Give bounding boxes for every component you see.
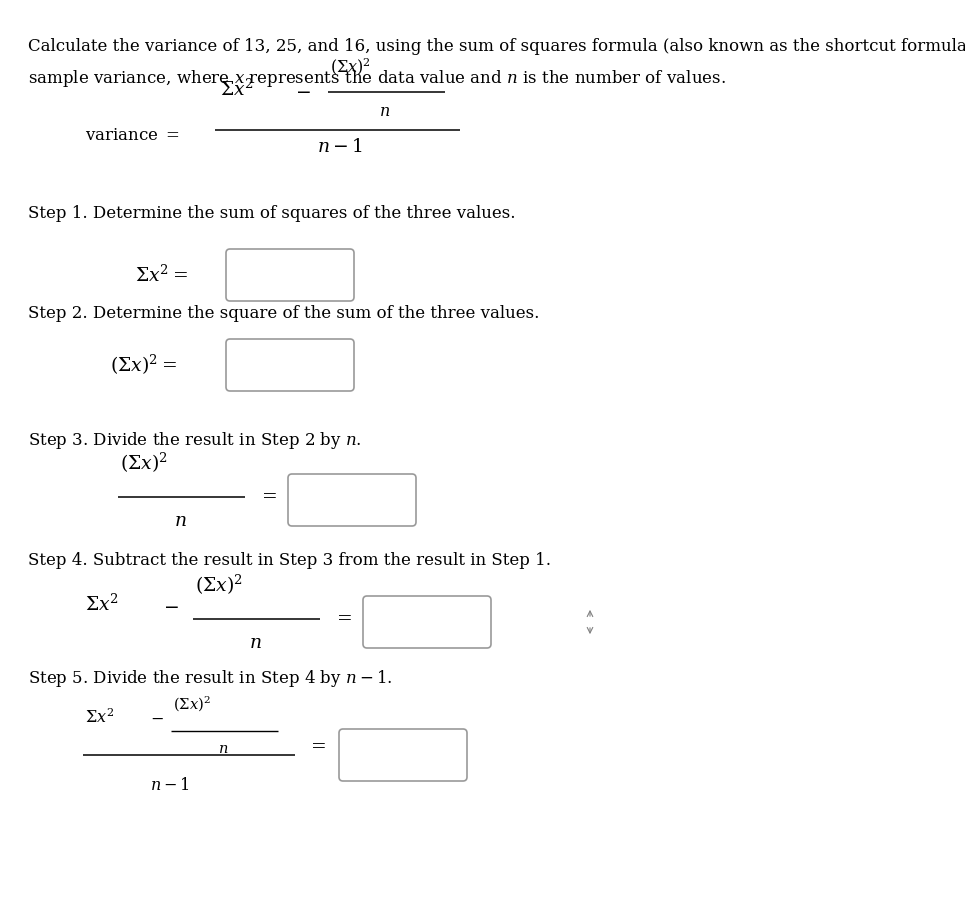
- FancyBboxPatch shape: [339, 729, 467, 781]
- Text: $n - 1$: $n - 1$: [317, 138, 363, 156]
- Text: $\Sigma x^2$: $\Sigma x^2$: [85, 594, 119, 615]
- Text: $-$: $-$: [295, 82, 311, 100]
- Text: $(\Sigma x)^2$: $(\Sigma x)^2$: [195, 573, 243, 597]
- Text: $=$: $=$: [333, 608, 352, 626]
- Text: $n$: $n$: [174, 512, 186, 530]
- Text: $(\Sigma x)^2$: $(\Sigma x)^2$: [120, 451, 168, 475]
- Text: $\Sigma x^2$: $\Sigma x^2$: [85, 708, 114, 727]
- Text: Step 2. Determine the square of the sum of the three values.: Step 2. Determine the square of the sum …: [28, 305, 539, 322]
- Text: Step 5. Divide the result in Step 4 by $n - 1$.: Step 5. Divide the result in Step 4 by $…: [28, 668, 393, 689]
- Text: Step 1. Determine the sum of squares of the three values.: Step 1. Determine the sum of squares of …: [28, 205, 515, 222]
- Text: $-$: $-$: [163, 597, 179, 615]
- Text: $=$: $=$: [307, 736, 326, 754]
- Text: $\Sigma x^2 =$: $\Sigma x^2 =$: [135, 264, 188, 285]
- Text: $(\Sigma x)^2$: $(\Sigma x)^2$: [330, 56, 371, 77]
- Text: $\Sigma x^2$: $\Sigma x^2$: [220, 79, 254, 100]
- Text: variance $=$: variance $=$: [85, 127, 179, 143]
- Text: $n - 1$: $n - 1$: [151, 777, 190, 794]
- Text: Step 3. Divide the result in Step 2 by $n$.: Step 3. Divide the result in Step 2 by $…: [28, 430, 362, 451]
- Text: $n$: $n$: [218, 742, 228, 756]
- Text: $-$: $-$: [150, 710, 164, 727]
- Text: $n$: $n$: [379, 103, 391, 120]
- FancyBboxPatch shape: [288, 474, 416, 526]
- Text: Calculate the variance of 13, 25, and 16, using the sum of squares formula (also: Calculate the variance of 13, 25, and 16…: [28, 38, 965, 55]
- FancyBboxPatch shape: [226, 339, 354, 391]
- FancyBboxPatch shape: [363, 596, 491, 648]
- Text: $=$: $=$: [258, 486, 277, 504]
- Text: sample variance, where $x$ represents the data value and $n$ is the number of va: sample variance, where $x$ represents th…: [28, 68, 726, 89]
- FancyBboxPatch shape: [226, 249, 354, 301]
- Text: Step 4. Subtract the result in Step 3 from the result in Step 1.: Step 4. Subtract the result in Step 3 fr…: [28, 552, 551, 569]
- Text: $(\Sigma x)^2 =$: $(\Sigma x)^2 =$: [110, 353, 177, 377]
- Text: $n$: $n$: [249, 634, 262, 652]
- Text: $(\Sigma x)^2$: $(\Sigma x)^2$: [173, 694, 210, 713]
